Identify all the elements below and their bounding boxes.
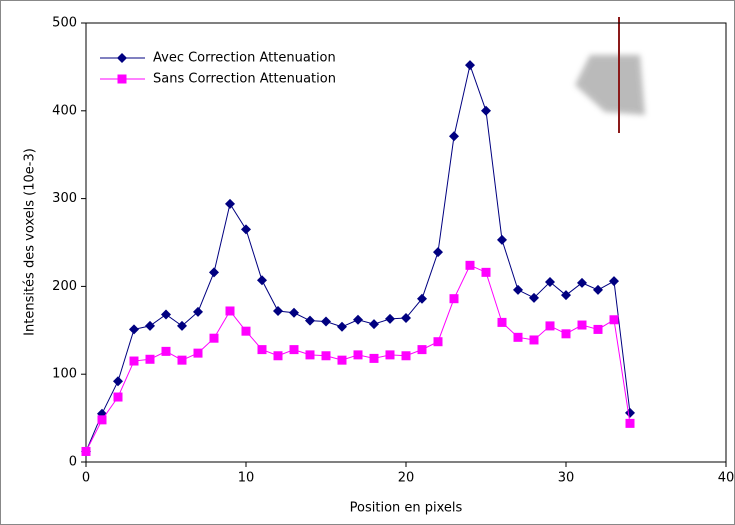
square-marker — [497, 317, 507, 327]
diamond-marker — [481, 105, 491, 116]
diamond-marker — [433, 247, 443, 258]
diamond-marker — [561, 290, 571, 301]
square-marker — [225, 306, 235, 316]
square-marker — [625, 418, 635, 428]
diamond-marker — [289, 307, 299, 318]
diamond-marker — [241, 224, 251, 235]
square-marker — [369, 353, 379, 363]
diamond-marker — [545, 277, 555, 288]
diamond-marker — [225, 198, 235, 209]
diamond-marker — [161, 309, 171, 320]
diamond-marker — [577, 277, 587, 288]
x-tick-label: 0 — [82, 471, 90, 486]
diamond-marker — [193, 306, 203, 317]
square-marker — [481, 267, 491, 277]
diamond-marker — [401, 313, 411, 324]
square-marker — [417, 345, 427, 355]
square-marker — [609, 315, 619, 325]
x-tick-label: 30 — [558, 471, 575, 486]
x-tick-label: 20 — [398, 471, 415, 486]
diamond-marker — [117, 53, 127, 63]
square-marker — [337, 355, 347, 365]
diamond-marker — [305, 315, 315, 326]
diamond-marker — [417, 293, 427, 304]
square-marker — [117, 74, 127, 84]
diamond-marker — [257, 275, 267, 286]
y-tick-label: 200 — [52, 279, 77, 294]
square-marker — [353, 350, 363, 360]
diamond-marker — [529, 292, 539, 303]
square-marker — [385, 350, 395, 360]
square-marker — [177, 355, 187, 365]
square-marker — [561, 329, 571, 339]
square-marker — [257, 345, 267, 355]
square-marker — [321, 351, 331, 361]
diamond-marker — [353, 314, 363, 325]
y-tick-label: 0 — [69, 455, 77, 470]
square-marker — [129, 356, 139, 366]
square-marker — [241, 326, 251, 336]
diamond-marker — [113, 376, 123, 387]
y-tick-label: 500 — [52, 16, 77, 31]
diamond-marker — [321, 316, 331, 327]
square-marker — [577, 320, 587, 330]
y-tick-label: 300 — [52, 191, 77, 206]
diamond-marker — [209, 267, 219, 278]
y-tick-label: 400 — [52, 103, 77, 118]
square-marker — [465, 260, 475, 270]
square-marker — [593, 324, 603, 334]
square-marker — [161, 346, 171, 356]
square-marker — [545, 321, 555, 331]
square-marker — [113, 392, 123, 402]
diamond-marker — [513, 284, 523, 295]
diamond-marker — [145, 320, 155, 331]
square-marker — [209, 333, 219, 343]
square-marker — [449, 294, 459, 304]
square-marker — [433, 337, 443, 347]
diamond-marker — [449, 131, 459, 142]
diamond-marker — [465, 60, 475, 71]
square-marker — [529, 335, 539, 345]
y-axis-label: Intensités des voxels (10e-3) — [23, 148, 38, 336]
diamond-marker — [129, 324, 139, 335]
diamond-marker — [337, 321, 347, 332]
square-marker — [81, 446, 91, 456]
square-marker — [273, 351, 283, 361]
square-marker — [289, 345, 299, 355]
x-tick-label: 10 — [238, 471, 255, 486]
x-axis-label: Position en pixels — [350, 501, 463, 516]
diamond-marker — [273, 305, 283, 316]
y-tick-label: 100 — [52, 367, 77, 382]
diamond-marker — [177, 320, 187, 331]
square-marker — [97, 415, 107, 425]
square-marker — [193, 348, 203, 358]
square-marker — [145, 354, 155, 364]
thumbnail — [575, 17, 645, 133]
diamond-marker — [497, 234, 507, 245]
x-tick-label: 40 — [718, 471, 735, 486]
diamond-marker — [609, 276, 619, 287]
square-marker — [401, 351, 411, 361]
diamond-marker — [369, 319, 379, 330]
diamond-marker — [385, 313, 395, 324]
square-marker — [513, 332, 523, 342]
diamond-marker — [593, 284, 603, 295]
square-marker — [305, 350, 315, 360]
legend-label: Avec Correction Attenuation — [153, 51, 336, 66]
legend-label: Sans Correction Attenuation — [153, 72, 336, 87]
